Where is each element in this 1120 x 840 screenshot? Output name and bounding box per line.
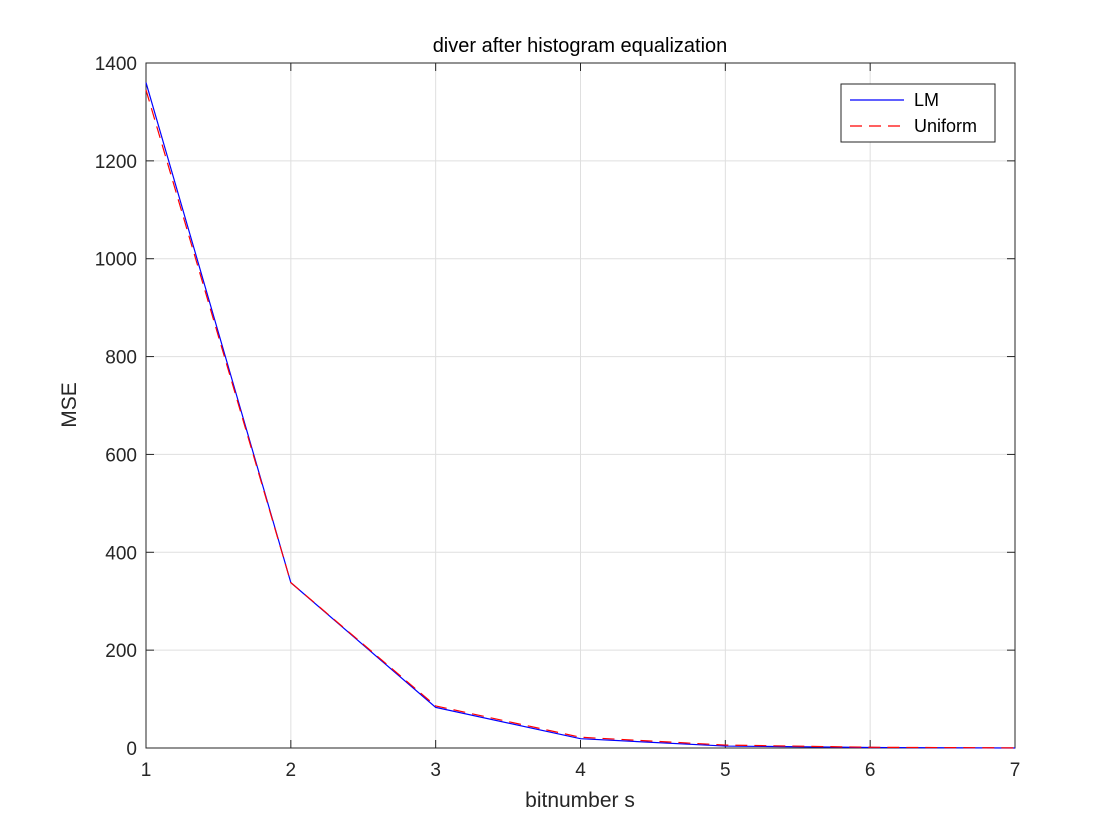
x-axis-label: bitnumber s — [525, 789, 635, 812]
x-tick-label: 4 — [575, 760, 586, 781]
x-tick-label: 6 — [865, 760, 876, 781]
y-tick-label: 0 — [126, 739, 137, 760]
y-tick-label: 600 — [105, 445, 137, 466]
y-tick-label: 1200 — [95, 152, 137, 173]
y-axis-label: MSE — [58, 382, 81, 428]
ticks: 1 2 3 4 5 6 7 0 200 400 600 800 1000 1200 1400 — [95, 54, 1021, 781]
y-tick-label: 400 — [105, 543, 137, 564]
legend-label-uniform: Uniform — [914, 116, 977, 136]
y-tick-label: 200 — [105, 641, 137, 662]
y-tick-label: 1400 — [95, 54, 137, 75]
x-tick-label: 1 — [141, 760, 152, 781]
x-tick-label: 5 — [720, 760, 731, 781]
series-group — [145, 82, 1016, 749]
chart-title: diver after histogram equalization — [433, 35, 728, 57]
y-tick-label: 1000 — [95, 250, 137, 271]
x-tick-label: 7 — [1010, 760, 1021, 781]
x-tick-label: 2 — [286, 760, 297, 781]
y-tick-label: 800 — [105, 348, 137, 369]
legend-label-lm: LM — [914, 90, 939, 110]
series-line-uniform — [145, 89, 1016, 749]
legend-box — [840, 83, 996, 143]
x-tick-label: 3 — [430, 760, 441, 781]
grid — [146, 63, 1015, 748]
legend: LM Uniform — [840, 83, 996, 143]
